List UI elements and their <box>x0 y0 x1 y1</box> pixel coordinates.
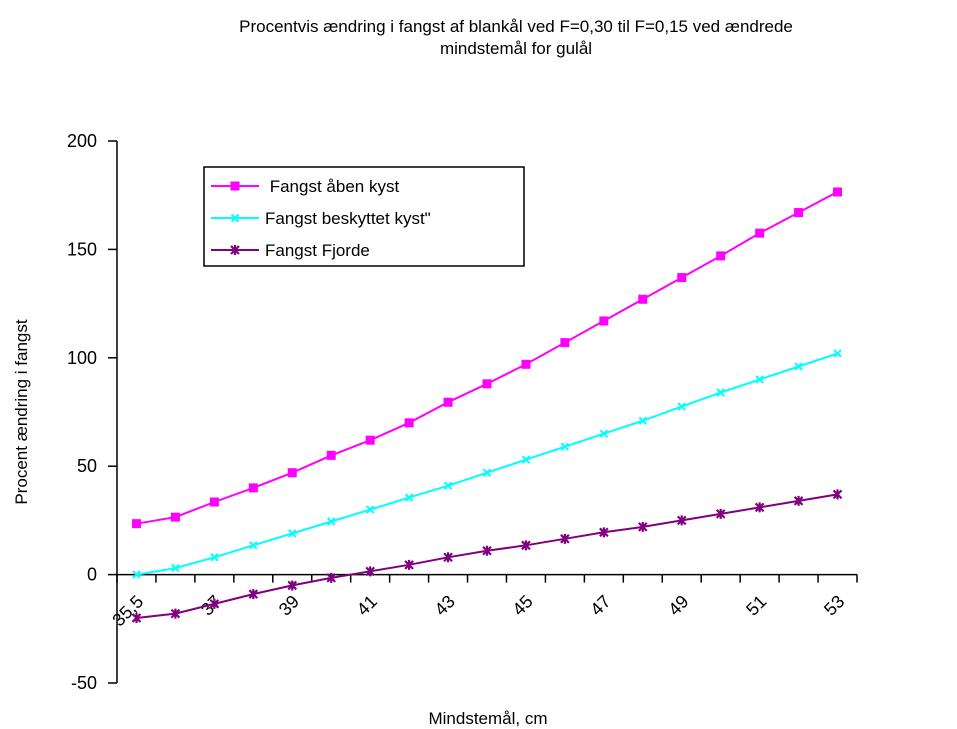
data-point <box>209 598 220 609</box>
data-point <box>170 512 180 522</box>
legend-marker <box>230 181 240 191</box>
data-point <box>326 450 336 460</box>
x-tick-label: 47 <box>586 591 614 619</box>
data-point <box>443 397 453 407</box>
data-point <box>482 545 492 556</box>
data-point <box>715 508 726 519</box>
data-point <box>365 435 375 445</box>
x-tick-label: 43 <box>431 591 459 619</box>
data-point <box>833 349 842 358</box>
data-point <box>521 455 531 464</box>
data-point <box>288 529 297 538</box>
data-point <box>210 553 219 562</box>
data-point <box>171 563 180 573</box>
data-point <box>365 505 375 514</box>
x-tick-label: 53 <box>820 591 848 619</box>
data-point <box>521 540 531 551</box>
series-layer <box>131 187 843 623</box>
data-point <box>131 612 142 623</box>
data-point <box>755 375 764 384</box>
legend-marker <box>230 245 240 255</box>
x-tick-label: 35,5 <box>108 591 147 630</box>
data-point <box>794 362 803 371</box>
chart-title-line-2: mindstemål for gulål <box>439 39 593 58</box>
data-point <box>521 359 531 369</box>
y-tick-label: -50 <box>71 673 97 693</box>
data-point <box>170 608 181 619</box>
data-point <box>209 497 219 507</box>
data-point <box>443 481 453 490</box>
legend-item-2: Fangst Fjorde <box>211 241 370 260</box>
data-point <box>716 388 725 397</box>
x-tick-label: 45 <box>508 591 536 619</box>
data-point <box>404 559 414 570</box>
legend-label: Fangst beskyttet kyst" <box>265 209 431 228</box>
data-point <box>560 338 570 348</box>
data-point <box>482 468 492 477</box>
legend-item-0: Fangst åben kyst <box>211 177 399 196</box>
data-point <box>560 442 570 451</box>
data-point <box>638 521 648 532</box>
data-point <box>677 273 687 283</box>
legend-label: Fangst åben kyst <box>265 177 399 196</box>
x-tick-label: 49 <box>664 591 692 619</box>
data-point <box>326 572 336 583</box>
data-point <box>287 580 298 591</box>
legend-label: Fangst Fjorde <box>265 241 370 260</box>
legend: Fangst åben kyst Fangst beskyttet kyst" Fa… <box>203 166 525 267</box>
data-point <box>404 418 414 428</box>
x-tick-label: 51 <box>742 591 770 619</box>
legend-marker <box>230 213 240 223</box>
x-tick-label: 39 <box>275 591 303 619</box>
chart-title-line-1: Procentvis ændring i fangst af blankål v… <box>239 17 793 36</box>
data-point <box>599 527 609 538</box>
data-point <box>793 495 804 506</box>
data-point <box>248 589 259 600</box>
data-point <box>248 483 258 493</box>
data-point <box>833 187 843 197</box>
data-point <box>755 228 765 238</box>
series-line <box>136 493 838 619</box>
x-axis-label: Mindstemål, cm <box>428 709 547 728</box>
data-point <box>754 502 765 513</box>
data-point <box>131 519 141 529</box>
data-point <box>560 533 570 544</box>
data-point <box>404 493 414 502</box>
y-tick-label: 0 <box>87 565 97 585</box>
data-point <box>794 208 804 218</box>
legend-item-1: Fangst beskyttet kyst" <box>211 209 431 228</box>
y-tick-label: 200 <box>67 131 97 151</box>
data-point <box>599 429 609 438</box>
data-point <box>716 251 726 261</box>
series-2 <box>131 489 843 623</box>
x-tick-label: 41 <box>353 591 381 619</box>
y-tick-label: 100 <box>67 348 97 368</box>
data-point <box>249 541 258 550</box>
data-point <box>132 570 141 579</box>
data-point <box>638 294 648 304</box>
data-point <box>599 316 609 326</box>
chart-title: Procentvis ændring i fangst af blankål v… <box>0 16 957 60</box>
data-point <box>287 468 297 478</box>
data-point <box>676 515 687 526</box>
data-point <box>443 552 453 563</box>
series-0 <box>131 187 843 529</box>
y-tick-label: 150 <box>67 239 97 259</box>
data-point <box>365 566 375 577</box>
y-tick-label: 50 <box>77 456 97 476</box>
series-1 <box>132 349 842 579</box>
data-point <box>677 402 686 411</box>
data-point <box>327 517 336 526</box>
data-point <box>832 489 843 500</box>
y-axis-label: Procent ændring i fangst <box>12 319 31 504</box>
data-point <box>638 416 647 425</box>
data-point <box>482 379 492 389</box>
